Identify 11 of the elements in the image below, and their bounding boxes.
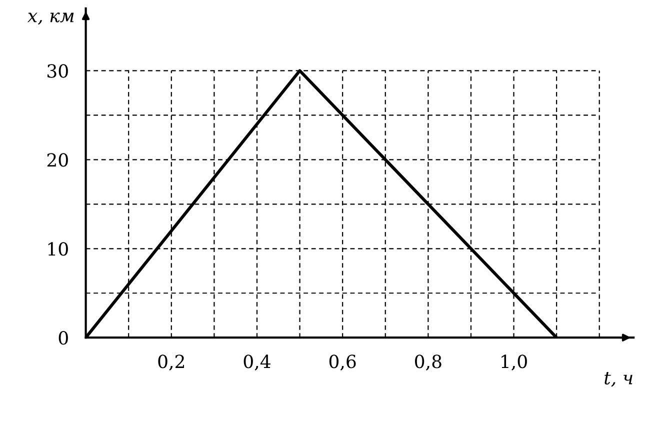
x-tick-label: 1,0	[502, 354, 527, 370]
x-tick-label: 0,4	[244, 354, 270, 370]
y-tick-label: 10	[48, 242, 68, 256]
y-axis-title: x, км	[27, 12, 74, 25]
x-axis-title: t, ч	[604, 372, 632, 387]
y-tick-label: 0	[58, 331, 68, 345]
x-tick-label: 0,2	[158, 354, 184, 370]
x-tick-label: 0,8	[415, 354, 442, 370]
x-tick-label: 0,6	[329, 354, 356, 370]
y-tick-label: 20	[47, 153, 68, 167]
y-tick-label: 30	[48, 64, 68, 78]
